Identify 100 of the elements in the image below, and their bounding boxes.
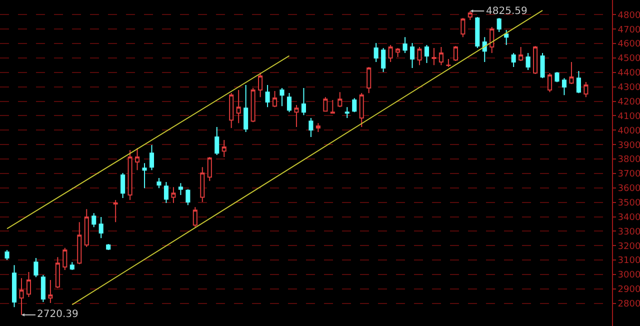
candlestick — [186, 188, 190, 206]
candlestick — [410, 42, 415, 68]
candlestick — [330, 100, 335, 114]
candlestick — [547, 72, 552, 93]
candlestick — [396, 48, 400, 58]
candlestick — [92, 212, 96, 228]
candlestick — [301, 88, 306, 116]
candlestick — [77, 222, 82, 265]
candlestick — [438, 46, 444, 66]
candlestick — [526, 52, 530, 70]
y-tick-label: 3000 — [618, 270, 640, 281]
candlestick — [294, 104, 299, 128]
y-tick-label: 4200 — [618, 97, 640, 108]
candlestick — [569, 62, 574, 84]
candlestick — [308, 118, 314, 138]
candlestick — [156, 177, 162, 189]
candlestick — [200, 166, 205, 203]
candlestick — [460, 18, 466, 38]
candlestick — [366, 66, 372, 94]
candlestick — [482, 36, 487, 63]
y-tick-label: 4400 — [618, 68, 640, 79]
candlestick — [106, 244, 111, 250]
candlestick — [258, 72, 263, 98]
y-tick-label: 4600 — [618, 40, 640, 50]
candlestick — [135, 148, 140, 171]
candlestick — [511, 52, 516, 68]
candlestick — [164, 181, 168, 204]
candlestick — [280, 88, 284, 107]
candlestick — [244, 84, 248, 133]
candlestick — [417, 46, 422, 66]
candlestick — [540, 52, 545, 79]
y-tick-label: 3200 — [618, 242, 640, 252]
y-tick-label: 3900 — [618, 140, 640, 151]
candlestick — [432, 48, 436, 66]
candlestick — [388, 44, 393, 63]
candlestick — [26, 272, 31, 298]
y-tick-label: 4300 — [618, 83, 640, 94]
candlestick — [214, 126, 220, 156]
y-tick-label: 4000 — [618, 126, 640, 136]
candlestick — [576, 70, 581, 94]
candlestick — [222, 139, 226, 158]
candlestick — [381, 48, 386, 73]
candlestick — [496, 18, 502, 33]
candlestick — [562, 78, 567, 96]
candlestick — [113, 200, 118, 223]
y-tick-label: 4700 — [618, 25, 640, 36]
y-tick-label: 2800 — [618, 299, 640, 310]
y-tick-label: 4800 — [618, 10, 640, 21]
candlestick — [475, 16, 480, 49]
candlestick — [120, 172, 126, 198]
y-tick-label: 3400 — [618, 212, 640, 223]
candlestick — [128, 150, 132, 201]
candlestick — [142, 162, 147, 189]
candlestick — [352, 98, 357, 113]
y-tick-label: 3800 — [618, 155, 640, 166]
candlestick — [374, 42, 378, 63]
candlestick — [192, 206, 198, 228]
candlestick — [518, 46, 524, 62]
candlestick — [250, 88, 256, 123]
candlestick — [338, 92, 342, 108]
candlestick — [316, 122, 320, 133]
candlestick — [453, 46, 458, 62]
y-tick-label: 3500 — [618, 198, 640, 208]
candlestick — [236, 90, 241, 124]
candlestick — [554, 72, 560, 83]
y-tick-label: 3600 — [618, 184, 640, 194]
candlestick — [70, 262, 74, 271]
candlestick — [323, 96, 328, 112]
annotation: 2720.39 — [37, 309, 78, 320]
candlestick — [265, 84, 270, 108]
candlestick — [424, 44, 430, 64]
candlestick — [55, 256, 60, 289]
candlestick — [149, 144, 154, 171]
candlestick — [4, 249, 10, 261]
candlestick — [359, 92, 364, 128]
candlestick — [504, 30, 509, 46]
candlestick — [171, 186, 176, 204]
candlestick — [98, 216, 104, 239]
candlestick — [446, 58, 451, 68]
candlestick — [229, 92, 234, 128]
y-tick-label: 3100 — [618, 256, 640, 266]
candlestick — [40, 274, 46, 303]
y-tick-label: 2900 — [618, 285, 640, 296]
candlestick — [286, 92, 292, 113]
candlestick — [48, 279, 53, 304]
candlestick — [207, 156, 212, 182]
candlestick — [490, 26, 494, 54]
candlestick — [533, 46, 538, 75]
y-tick-label: 3300 — [618, 227, 640, 238]
annotation: 4825.59 — [486, 6, 528, 17]
candlestick — [402, 36, 408, 54]
candlestick — [34, 258, 38, 278]
y-tick-label: 4100 — [618, 112, 640, 122]
candlestick — [62, 247, 68, 271]
y-tick-label: 4500 — [618, 54, 640, 64]
candlestick — [178, 182, 183, 196]
candlestick — [12, 264, 17, 308]
candlestick — [84, 208, 89, 248]
y-tick-label: 3700 — [618, 170, 640, 180]
candlestick — [584, 81, 588, 98]
